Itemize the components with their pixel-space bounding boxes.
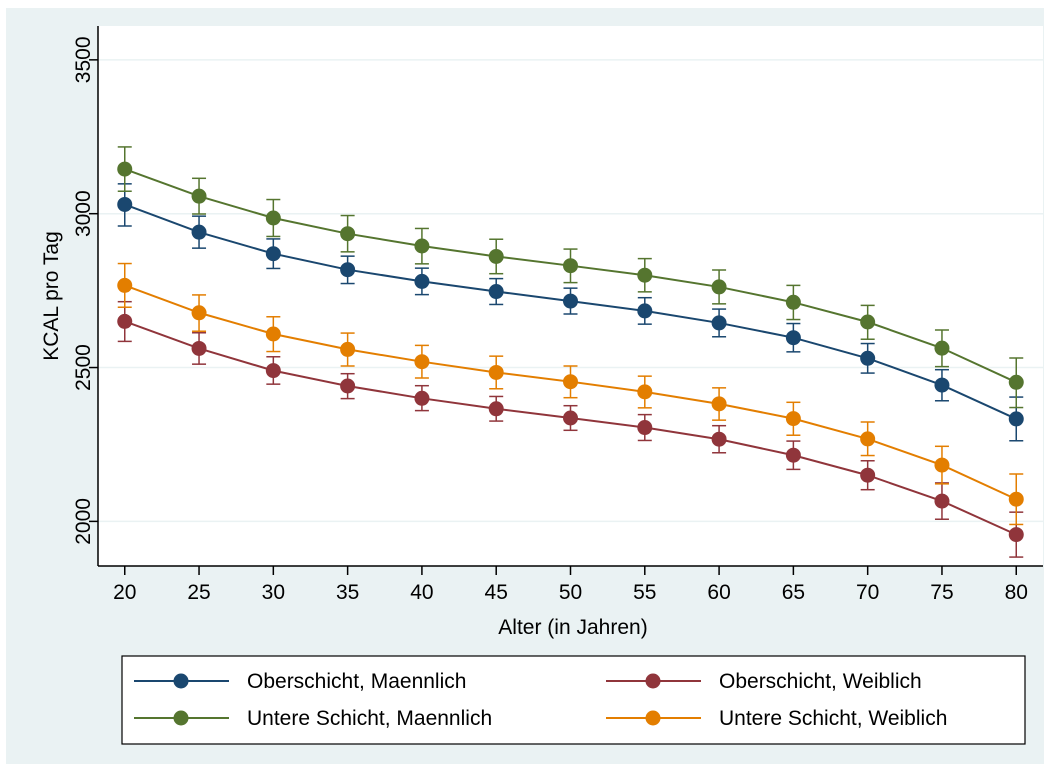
x-tick-label: 80: [1005, 581, 1028, 604]
y-tick-label: 3000: [72, 190, 95, 237]
data-point: [785, 447, 801, 463]
data-point: [265, 246, 281, 262]
data-point: [340, 262, 356, 278]
data-point: [1008, 374, 1024, 390]
data-point: [860, 467, 876, 483]
data-point: [934, 493, 950, 509]
data-point: [488, 248, 504, 264]
y-tick-label: 2500: [72, 344, 95, 391]
legend-marker: [173, 710, 189, 726]
x-tick-label: 55: [633, 581, 656, 604]
data-point: [265, 326, 281, 342]
legend-marker: [173, 673, 189, 689]
legend-label: Oberschicht, Weiblich: [719, 670, 922, 693]
data-point: [785, 330, 801, 346]
y-tick-label: 2000: [72, 498, 95, 545]
data-point: [340, 341, 356, 357]
data-point: [785, 411, 801, 427]
data-point: [1008, 527, 1024, 543]
data-point: [860, 350, 876, 366]
data-point: [563, 374, 578, 390]
data-point: [414, 390, 430, 406]
data-point: [563, 293, 578, 309]
x-tick-label: 60: [707, 581, 730, 604]
series: [117, 262, 1024, 526]
data-point: [191, 224, 207, 240]
data-point: [637, 267, 653, 283]
data-point: [191, 305, 207, 321]
legend-label: Oberschicht, Maennlich: [247, 670, 466, 693]
series: [117, 146, 1024, 409]
data-point: [340, 226, 356, 242]
data-point: [117, 277, 133, 293]
legend-label: Untere Schicht, Weiblich: [719, 707, 947, 730]
legend-box: [121, 655, 1026, 745]
series-layer: [117, 146, 1024, 558]
legend: Oberschicht, Maennlich Oberschicht, Weibl…: [134, 670, 947, 730]
data-point: [488, 401, 504, 417]
data-point: [414, 238, 430, 254]
data-point: [711, 315, 727, 331]
data-point: [711, 279, 727, 295]
x-tick-label: 20: [113, 581, 136, 604]
x-tick-label: 50: [559, 581, 582, 604]
x-tick-label: 30: [262, 581, 285, 604]
y-axis: 2000 2500 3000 3500: [72, 36, 98, 545]
data-point: [637, 303, 653, 319]
data-point: [637, 384, 653, 400]
data-point: [488, 284, 504, 300]
y-axis-title: KCAL pro Tag: [40, 231, 63, 361]
data-point: [488, 364, 504, 380]
x-axis: 20 25 30 35 40 45 50 55 60 65 70 75 80: [113, 566, 1028, 604]
x-tick-label: 75: [930, 581, 953, 604]
data-point: [711, 396, 727, 412]
y-tick-label: 3500: [72, 36, 95, 83]
data-point: [340, 378, 356, 394]
data-point: [563, 258, 578, 274]
data-point: [414, 273, 430, 289]
data-point: [1008, 411, 1024, 427]
series: [117, 300, 1024, 558]
x-axis-title: Alter (in Jahren): [498, 616, 647, 639]
data-point: [563, 410, 578, 426]
data-point: [191, 340, 207, 356]
data-point: [934, 457, 950, 473]
data-point: [117, 196, 133, 212]
x-tick-label: 70: [856, 581, 879, 604]
data-point: [637, 420, 653, 436]
data-point: [934, 340, 950, 356]
data-point: [785, 294, 801, 310]
data-point: [711, 431, 727, 447]
data-point: [117, 313, 133, 329]
data-point: [265, 363, 281, 379]
x-tick-label: 40: [410, 581, 433, 604]
data-point: [265, 210, 281, 226]
x-tick-label: 45: [485, 581, 508, 604]
x-tick-label: 35: [336, 581, 359, 604]
data-point: [117, 161, 133, 177]
legend-marker: [645, 673, 661, 689]
data-point: [860, 314, 876, 330]
x-tick-label: 65: [782, 581, 805, 604]
legend-label: Untere Schicht, Maennlich: [247, 707, 492, 730]
x-tick-label: 25: [187, 581, 210, 604]
data-point: [414, 354, 430, 370]
data-point: [934, 377, 950, 393]
legend-marker: [645, 710, 661, 726]
series: [117, 183, 1024, 442]
data-point: [860, 431, 876, 447]
data-point: [191, 188, 207, 204]
data-point: [1008, 491, 1024, 507]
